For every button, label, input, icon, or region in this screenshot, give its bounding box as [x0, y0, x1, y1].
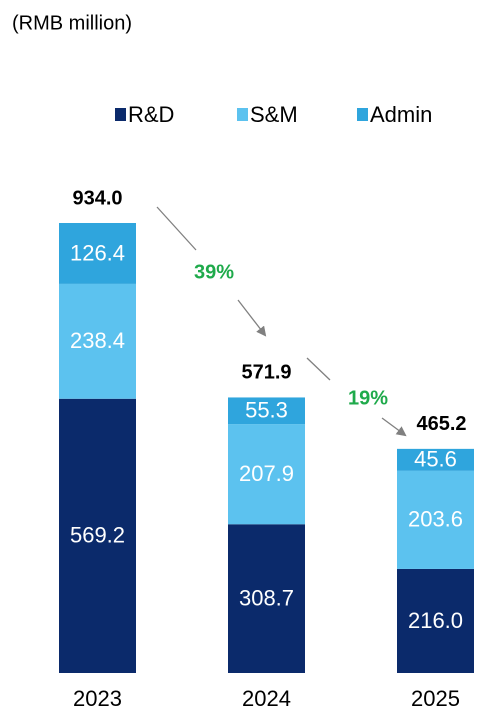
- value-label: 207.9: [239, 461, 294, 486]
- bar-segment: [59, 398, 136, 673]
- value-label: 45.6: [414, 447, 457, 472]
- bar-segment: [59, 222, 136, 284]
- arrow-line: [381, 417, 407, 437]
- legend-label: S&M: [250, 102, 298, 127]
- legend-swatch: [237, 108, 248, 121]
- annotation: 39%: [194, 261, 234, 283]
- bar-segment: [397, 448, 474, 471]
- bar-segment: [228, 424, 305, 525]
- value-label: 55.3: [245, 398, 288, 423]
- arrow-line: [237, 299, 267, 337]
- bar-segment: [397, 568, 474, 673]
- legend-swatch: [115, 108, 126, 121]
- x-tick-label: 2023: [73, 686, 122, 711]
- total-label: 465.2: [416, 413, 466, 435]
- value-label: 308.7: [239, 585, 294, 610]
- value-label: 216.0: [408, 608, 463, 633]
- legend-label: R&D: [128, 102, 174, 127]
- chart-title: (RMB million): [12, 12, 132, 34]
- bar-segment: [228, 524, 305, 673]
- x-tick-label: 2025: [411, 686, 460, 711]
- annotation: 19%: [348, 387, 388, 409]
- value-label: 238.4: [70, 328, 125, 353]
- arrow-line: [156, 206, 197, 251]
- x-tick-label: 2024: [242, 686, 291, 711]
- bar-segment: [397, 470, 474, 569]
- value-label: 203.6: [408, 507, 463, 532]
- total-label: 934.0: [72, 187, 122, 209]
- value-label: 569.2: [70, 523, 125, 548]
- value-label: 126.4: [70, 240, 125, 265]
- bar-segment: [228, 397, 305, 425]
- legend-swatch: [357, 108, 368, 121]
- arrow-line: [306, 357, 331, 381]
- total-label: 571.9: [241, 362, 291, 384]
- bar-segment: [59, 283, 136, 399]
- legend-label: Admin: [370, 102, 432, 127]
- arrows: [156, 206, 407, 437]
